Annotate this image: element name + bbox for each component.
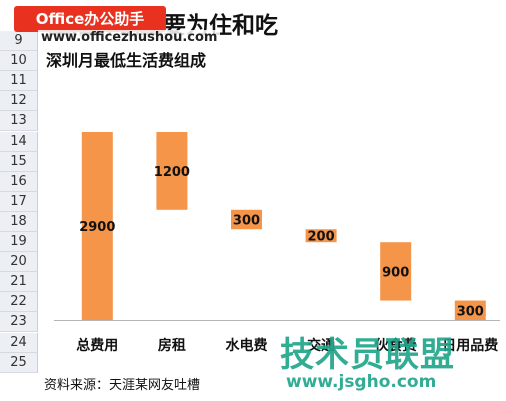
x-tick-label: 房租 [158,337,186,354]
row-number: 9 [0,31,38,51]
x-tick-label: 伙食费 [375,337,417,354]
row-number: 12 [0,91,38,112]
bar [231,209,262,230]
row-number: 21 [0,272,38,293]
data-label: 200 [308,230,335,245]
row-number: 16 [0,171,38,192]
chart-title: 深圳月最低生活费组成 [46,51,207,70]
row-number: 10 [0,51,38,72]
x-tick-label: 交通 [307,337,335,354]
x-tick-label: 总费用 [76,337,118,354]
brand-banner: Office办公助手 [14,6,166,32]
row-number: 14 [0,131,38,152]
data-label: 900 [382,265,409,280]
x-tick-label: 日用品费 [442,337,498,354]
row-number: 18 [0,211,38,232]
x-tick-label: 水电费 [226,337,268,354]
brand-url: www.officezhushou.com [38,30,221,45]
row-number: 22 [0,292,38,313]
source-note: 资料来源：天涯某网友吐槽 [44,378,201,393]
watermark-url: www.jsgho.com [286,372,437,392]
data-label: 300 [233,214,260,229]
row-number: 11 [0,71,38,92]
data-label: 300 [457,304,484,319]
row-number: 20 [0,252,38,273]
data-label: 2900 [79,220,115,235]
bar [81,132,113,320]
row-number: 13 [0,111,38,132]
row-number: 23 [0,312,38,333]
data-label: 1200 [154,165,190,180]
row-number: 25 [0,352,38,373]
watermark-logo: 技术员联盟 [280,335,455,375]
bar [305,229,337,243]
row-number: 17 [0,191,38,212]
row-number: 24 [0,332,38,353]
bar [380,242,412,301]
bar [156,132,188,210]
row-number: 15 [0,151,38,172]
bar [454,300,486,320]
row-number: 19 [0,232,38,252]
